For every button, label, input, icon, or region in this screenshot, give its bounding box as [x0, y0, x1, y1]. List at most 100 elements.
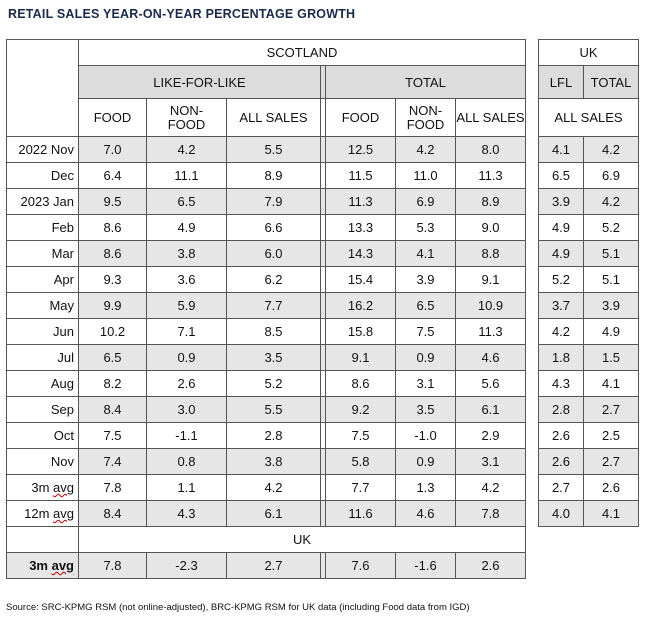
column-gap — [525, 344, 539, 371]
column-gap — [525, 318, 539, 345]
uk-total-all-sales-cell: 5.2 — [583, 214, 639, 241]
total-food-cell: 14.3 — [325, 240, 396, 267]
total-food-cell: 8.6 — [325, 370, 396, 397]
total-non-food-cell: 3.1 — [395, 370, 456, 397]
corner-cell — [6, 39, 79, 137]
non-food-line1: NON- — [169, 102, 204, 118]
uk-lfl-all-sales-cell: 2.6 — [538, 448, 584, 475]
table-row: Aug 8.2 2.6 5.2 8.6 3.1 5.6 4.3 4.1 — [6, 370, 639, 397]
lfl-non-food-cell: 4.9 — [146, 214, 227, 241]
lfl-food-cell: 7.8 — [78, 552, 147, 579]
uk-lfl-all-sales-cell: 4.2 — [538, 318, 584, 345]
lfl-non-food-cell: 2.6 — [146, 370, 227, 397]
total-non-food-cell: 0.9 — [395, 448, 456, 475]
lfl-non-food-cell: 0.8 — [146, 448, 227, 475]
lfl-food-cell: 7.0 — [78, 136, 147, 163]
all-sales-heading: ALL SALES — [226, 98, 321, 137]
column-gap — [525, 396, 539, 423]
lfl-food-cell: 9.9 — [78, 292, 147, 319]
column-gap — [525, 162, 539, 189]
lfl-non-food-cell: 5.9 — [146, 292, 227, 319]
table-row: 12m avg 8.4 4.3 6.1 11.6 4.6 7.8 4.0 4.1 — [6, 500, 639, 527]
lfl-food-cell: 7.8 — [78, 474, 147, 501]
uk-lfl-all-sales-cell: 4.3 — [538, 370, 584, 397]
lfl-all-sales-cell: 6.2 — [226, 266, 321, 293]
column-gap — [525, 39, 539, 137]
total-all-sales-cell: 9.1 — [455, 266, 526, 293]
uk-total-all-sales-cell: 4.1 — [583, 370, 639, 397]
uk-total-all-sales-cell: 5.1 — [583, 240, 639, 267]
total-non-food-cell: -1.6 — [395, 552, 456, 579]
lfl-food-cell: 10.2 — [78, 318, 147, 345]
total-non-food-cell: -1.0 — [395, 422, 456, 449]
uk-heading: UK — [538, 39, 639, 66]
total-non-food-cell: 4.1 — [395, 240, 456, 267]
lfl-food-cell: 9.5 — [78, 188, 147, 215]
row-label: May — [6, 292, 79, 319]
lfl-all-sales-cell: 3.5 — [226, 344, 321, 371]
total-all-sales-cell: 2.6 — [455, 552, 526, 579]
lfl-food-cell: 8.4 — [78, 500, 147, 527]
lfl-all-sales-cell: 5.5 — [226, 136, 321, 163]
total-food-cell: 5.8 — [325, 448, 396, 475]
row-label: Apr — [6, 266, 79, 293]
uk-lfl-all-sales-cell: 2.8 — [538, 396, 584, 423]
lfl-group-heading: LIKE-FOR-LIKE — [78, 65, 321, 99]
uk-section-heading: UK — [78, 526, 526, 553]
lfl-non-food-cell: 0.9 — [146, 344, 227, 371]
total-food-cell: 9.1 — [325, 344, 396, 371]
lfl-all-sales-cell: 6.6 — [226, 214, 321, 241]
table-row: 2023 Jan 9.5 6.5 7.9 11.3 6.9 8.9 3.9 4.2 — [6, 188, 639, 215]
total-group-heading: TOTAL — [325, 65, 526, 99]
column-gap — [525, 136, 539, 163]
total-food-cell: 11.5 — [325, 162, 396, 189]
row-label-prefix: 12m — [24, 506, 54, 521]
row-label-prefix: 3m — [31, 480, 54, 495]
lfl-non-food-cell: 11.1 — [146, 162, 227, 189]
uk-lfl-all-sales-cell: 4.9 — [538, 214, 584, 241]
uk-lfl-all-sales-cell: 3.9 — [538, 188, 584, 215]
row-label: Feb — [6, 214, 79, 241]
total-non-food-cell: 0.9 — [395, 344, 456, 371]
table-title: RETAIL SALES YEAR-ON-YEAR PERCENTAGE GRO… — [8, 7, 356, 21]
total-non-food-cell: 5.3 — [395, 214, 456, 241]
lfl-all-sales-cell: 2.8 — [226, 422, 321, 449]
table-row: Dec 6.4 11.1 8.9 11.5 11.0 11.3 6.5 6.9 — [6, 162, 639, 189]
row-label: 12m avg — [6, 500, 79, 527]
row-label: Nov — [6, 448, 79, 475]
blank-cell — [538, 552, 639, 579]
total-non-food-cell: 6.5 — [395, 292, 456, 319]
column-gap — [525, 552, 539, 579]
lfl-food-cell: 7.4 — [78, 448, 147, 475]
column-gap — [525, 474, 539, 501]
uk-lfl-all-sales-cell: 1.8 — [538, 344, 584, 371]
uk-total-all-sales-cell: 4.2 — [583, 136, 639, 163]
column-gap — [525, 422, 539, 449]
row-label: Dec — [6, 162, 79, 189]
uk-total-all-sales-cell: 1.5 — [583, 344, 639, 371]
row-label: Jul — [6, 344, 79, 371]
uk-total-all-sales-cell: 2.6 — [583, 474, 639, 501]
lfl-non-food-cell: 6.5 — [146, 188, 227, 215]
uk-lfl-all-sales-cell: 2.6 — [538, 422, 584, 449]
non-food-line2: FOOD — [406, 116, 445, 132]
uk-total-all-sales-cell: 2.5 — [583, 422, 639, 449]
lfl-all-sales-cell: 5.5 — [226, 396, 321, 423]
total-all-sales-cell: 10.9 — [455, 292, 526, 319]
row-label: Mar — [6, 240, 79, 267]
food-heading: FOOD — [78, 98, 147, 137]
total-food-cell: 7.7 — [325, 474, 396, 501]
uk-section-corner — [6, 526, 79, 553]
total-food-cell: 12.5 — [325, 136, 396, 163]
uk-lfl-heading: LFL — [538, 65, 584, 99]
non-food-heading: NON- FOOD — [146, 98, 227, 137]
blank-cell — [539, 527, 639, 553]
lfl-food-cell: 8.4 — [78, 396, 147, 423]
scotland-heading: SCOTLAND — [78, 39, 526, 66]
uk-lfl-all-sales-cell: 6.5 — [538, 162, 584, 189]
table-row: Apr 9.3 3.6 6.2 15.4 3.9 9.1 5.2 5.1 — [6, 266, 639, 293]
lfl-non-food-cell: 3.0 — [146, 396, 227, 423]
uk-total-all-sales-cell: 2.7 — [583, 396, 639, 423]
uk-all-sales-heading: ALL SALES — [538, 98, 639, 137]
total-all-sales-cell: 6.1 — [455, 396, 526, 423]
